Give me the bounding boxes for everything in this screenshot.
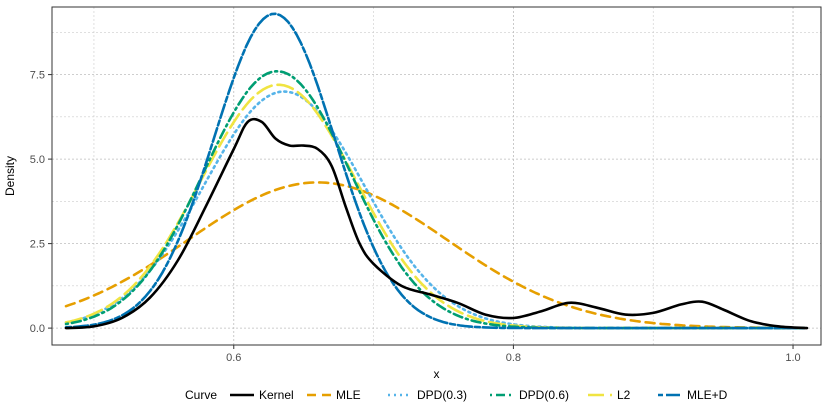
major-grid: [52, 7, 821, 345]
curve-kernel: [64, 117, 809, 330]
x-tick-label: 0.8: [506, 352, 521, 364]
legend-label: DPD(0.3): [417, 388, 467, 402]
legend-label: MLE+D: [687, 388, 728, 402]
plot-border: [51, 6, 822, 346]
legend-title: Curve: [185, 388, 217, 402]
y-tick-label: 2.5: [30, 239, 45, 251]
x-tick-label: 1.0: [785, 352, 800, 364]
y-tick-label: 0.0: [30, 323, 45, 335]
curve-mle-d: [64, 12, 806, 330]
minor-grid: [52, 7, 821, 345]
legend-label: DPD(0.6): [519, 388, 569, 402]
legend: Curve Kernel MLE DPD(0.3) DPD(0.6) L2 MLE+D: [185, 388, 728, 402]
density-curves: [64, 12, 809, 330]
y-tick-label: 7.5: [30, 70, 45, 82]
legend-label: Kernel: [259, 388, 294, 402]
x-axis-title: x: [434, 367, 440, 381]
x-tick-label: 0.6: [226, 352, 241, 364]
y-axis-title: Density: [3, 156, 17, 196]
curve-dpd-0-6: [64, 70, 806, 330]
axis-ticks: 0.6 0.8 1.0 0.0 2.5 5.0 7.5: [30, 70, 801, 364]
plot-panel: [52, 7, 821, 345]
y-tick-label: 5.0: [30, 154, 45, 166]
legend-label: L2: [617, 388, 631, 402]
legend-label: MLE: [336, 388, 361, 402]
